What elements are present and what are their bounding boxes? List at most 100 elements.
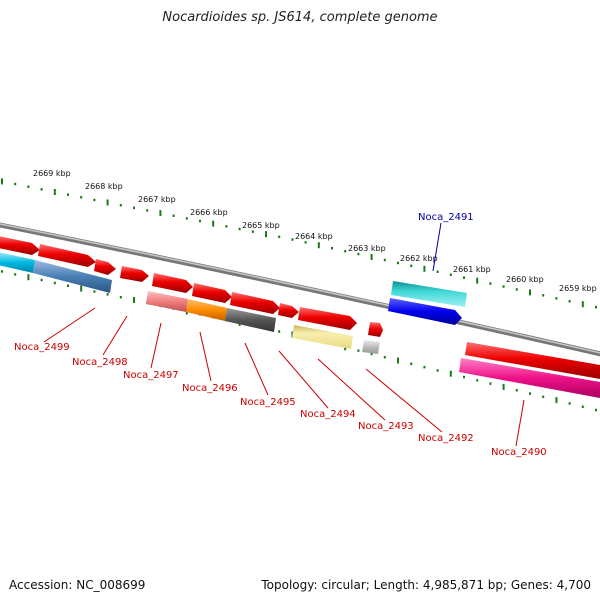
upper-ruler	[1, 178, 597, 309]
ruler-minor-tick	[331, 246, 333, 250]
ruler-minor-tick	[67, 284, 69, 287]
ruler-major-tick	[80, 285, 83, 292]
gene-block-cyan[interactable]	[0, 252, 35, 273]
ruler-minor-tick	[463, 375, 465, 379]
gene-block-orange[interactable]	[186, 299, 227, 321]
ruler-minor-tick	[251, 230, 254, 233]
ruler-minor-tick	[529, 392, 531, 395]
kbp-label: 2664 kbp	[295, 232, 333, 241]
leader-line	[432, 222, 442, 272]
ruler-major-tick	[476, 277, 479, 284]
gene-arrow[interactable]	[94, 259, 116, 275]
gene-label-noca-2492[interactable]: Noca_2492	[418, 433, 474, 444]
gene-block-teal[interactable]	[391, 281, 467, 307]
accession-text: Accession: NC_008699	[9, 578, 146, 592]
gene-block-khaki[interactable]	[292, 325, 353, 349]
leader-lines	[43, 222, 525, 447]
gene-label-noca-2493[interactable]: Noca_2493	[358, 421, 414, 432]
gene-block-pink[interactable]	[459, 358, 600, 398]
ruler-minor-tick	[436, 369, 439, 372]
ruler-minor-tick	[106, 293, 109, 296]
kbp-label: 2665 kbp	[242, 221, 280, 230]
gene-block-steelblue[interactable]	[33, 260, 112, 293]
ruler-minor-tick	[436, 270, 439, 273]
kbp-label: 2660 kbp	[506, 275, 544, 284]
ruler-minor-tick	[397, 261, 399, 265]
gene-arrow[interactable]	[0, 236, 40, 255]
kbp-label: 2661 kbp	[453, 265, 491, 274]
ruler-minor-tick	[489, 382, 492, 385]
leader-line	[43, 307, 96, 343]
ruler-major-tick	[53, 189, 56, 195]
genome-summary-text: Topology: circular; Length: 4,985,871 bp…	[261, 578, 591, 592]
gene-arrow[interactable]	[368, 322, 383, 337]
ruler-minor-tick	[27, 185, 30, 188]
ruler-major-tick	[1, 178, 3, 185]
gene-block-darkgray[interactable]	[225, 308, 276, 332]
ruler-minor-tick	[40, 278, 43, 282]
ruler-major-tick	[423, 265, 426, 272]
gene-arrow[interactable]	[152, 273, 193, 293]
leader-line	[244, 342, 269, 396]
kbp-label: 2668 kbp	[85, 182, 123, 191]
gene-arrow[interactable]	[38, 244, 96, 267]
leader-line	[365, 368, 443, 433]
ruler-major-tick	[212, 220, 215, 227]
ruler-minor-tick	[119, 204, 122, 207]
ruler-minor-tick	[67, 193, 69, 196]
ruler-minor-tick	[278, 330, 281, 333]
gene-label-noca-2490[interactable]: Noca_2490	[491, 447, 547, 458]
gene-arrow-blue[interactable]	[388, 298, 462, 325]
ruler-major-tick	[265, 231, 267, 238]
kbp-label: 2669 kbp	[33, 169, 71, 178]
gene-block-salmon[interactable]	[146, 291, 188, 312]
ruler-major-tick	[159, 210, 162, 217]
ruler-minor-tick	[595, 305, 597, 309]
gene-arrow[interactable]	[192, 283, 232, 303]
gene-arrow[interactable]	[298, 307, 357, 330]
gene-label-noca-2496[interactable]: Noca_2496	[182, 383, 238, 394]
ruler-minor-tick	[344, 249, 347, 253]
ruler-major-tick	[449, 370, 452, 377]
gene-label-noca-2495[interactable]: Noca_2495	[240, 397, 296, 408]
gene-label-noca-2497[interactable]: Noca_2497	[123, 370, 179, 381]
gene-arrow[interactable]	[120, 266, 149, 282]
ruler-minor-tick	[14, 182, 17, 186]
gene-arrow[interactable]	[465, 342, 600, 379]
ruler-minor-tick	[291, 238, 294, 241]
gene-label-noca-2498[interactable]: Noca_2498	[72, 357, 128, 368]
ruler-minor-tick	[238, 227, 241, 231]
kbp-label: 2666 kbp	[190, 208, 228, 217]
lower-ruler	[1, 270, 597, 412]
gene-label-noca-2491[interactable]: Noca_2491	[418, 212, 474, 223]
ruler-major-tick	[370, 254, 373, 260]
ruler-minor-tick	[80, 196, 83, 199]
gene-arrow[interactable]	[230, 292, 280, 314]
ruler-minor-tick	[357, 252, 360, 256]
ruler-major-tick	[581, 301, 584, 308]
ruler-minor-tick	[304, 241, 307, 244]
ruler-minor-tick	[489, 282, 492, 285]
ruler-minor-tick	[93, 198, 96, 202]
ruler-minor-tick	[185, 217, 188, 220]
ruler-major-tick	[317, 242, 320, 249]
gene-block-lightgray[interactable]	[362, 340, 380, 354]
leader-line	[150, 322, 162, 369]
ruler-minor-tick	[199, 219, 201, 223]
gene-label-noca-2494[interactable]: Noca_2494	[300, 409, 356, 420]
gene-arrow[interactable]	[278, 303, 299, 318]
kbp-label: 2663 kbp	[348, 244, 386, 253]
ruler-minor-tick	[581, 405, 584, 408]
ruler-major-tick	[502, 383, 505, 390]
ruler-minor-tick	[476, 379, 479, 382]
genome-backbone	[0, 222, 600, 357]
ruler-minor-tick	[172, 214, 175, 217]
ruler-minor-tick	[568, 402, 571, 405]
ruler-major-tick	[106, 199, 109, 206]
ruler-major-tick	[555, 397, 558, 404]
map-title: Nocardioides sp. JS614, complete genome	[162, 10, 438, 25]
gene-label-noca-2499[interactable]: Noca_2499	[14, 342, 70, 353]
ruler-minor-tick	[133, 206, 135, 210]
